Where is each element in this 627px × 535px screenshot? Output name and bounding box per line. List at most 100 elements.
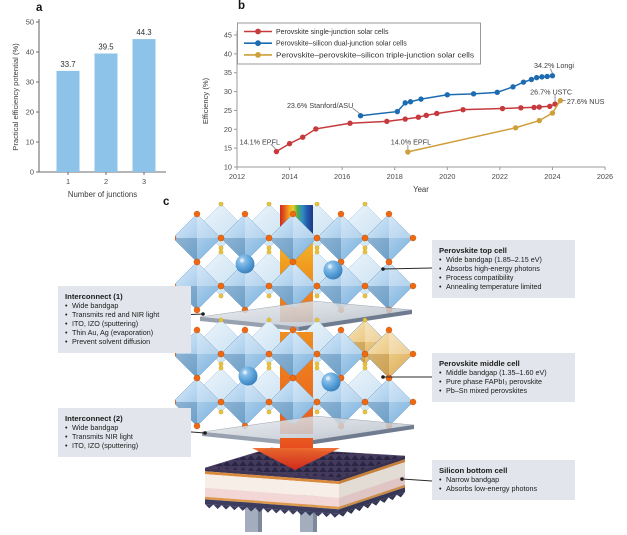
halide-site-dot: [313, 234, 321, 242]
data-point-marker: [407, 99, 414, 105]
dopant-site-dot: [266, 202, 272, 207]
data-point-marker: [499, 105, 506, 112]
halide-site-dot: [289, 210, 297, 218]
focused-light-cone: [252, 448, 340, 470]
data-point-marker: [557, 97, 564, 104]
data-point-marker: [552, 101, 558, 107]
x-axis-title: Number of junctions: [68, 190, 137, 199]
data-point-marker: [384, 118, 390, 125]
annotation-label: 26.7% USTC: [530, 87, 572, 96]
dopant-site-dot: [218, 293, 224, 299]
halide-site-dot: [313, 398, 321, 406]
data-point-marker: [402, 116, 408, 122]
dopant-site-dot: [218, 249, 224, 255]
halide-site-dot: [337, 210, 345, 218]
data-point-marker: [402, 100, 408, 106]
octahedron-highlight: [389, 262, 413, 286]
bullet-item: Pure phase FAPbI₃ perovskite: [439, 377, 569, 387]
x-axis-title: Year: [413, 185, 429, 194]
octahedron-highlight: [197, 378, 221, 402]
octahedron-highlight: [341, 330, 365, 354]
slab-right-edge: [301, 425, 414, 446]
bullet-item: ITO, IZO (sputtering): [65, 319, 185, 329]
dopant-site-dot: [266, 245, 272, 251]
slab-front-edge: [202, 432, 301, 446]
legend-swatch-marker: [255, 52, 261, 58]
silicon-right-shade: [339, 456, 405, 514]
silicon-layer: [339, 484, 405, 510]
data-point-marker: [418, 96, 424, 102]
data-point-marker: [394, 108, 401, 115]
octahedron-shade: [365, 402, 389, 426]
dopant-site-dot: [314, 365, 320, 371]
data-point-marker: [444, 92, 450, 98]
dopant-site-dot: [362, 365, 368, 371]
dopant-site-dot: [314, 245, 320, 251]
halide-site-dot: [265, 234, 273, 242]
octahedron-shade: [269, 238, 293, 262]
data-point-marker: [470, 91, 477, 97]
data-point-marker: [415, 114, 422, 120]
halide-site-dot: [217, 350, 225, 358]
data-point-marker: [286, 140, 293, 147]
data-point-marker: [536, 104, 542, 110]
sphere-highlight: [325, 376, 331, 381]
a-site-cation-sphere: [323, 260, 343, 280]
data-point-marker: [300, 134, 306, 140]
bullet-item: Narrow bandgap: [439, 475, 569, 485]
dopant-site-dot: [266, 249, 272, 255]
halide-site-dot: [217, 282, 225, 290]
halide-site-dot: [361, 350, 369, 358]
a-site-cation-sphere: [321, 372, 341, 392]
bar-value-label: 33.7: [60, 60, 75, 69]
data-point-marker: [531, 104, 537, 111]
halide-site-dot: [175, 399, 177, 405]
data-point-marker: [528, 76, 535, 83]
halide-site-dot: [385, 374, 393, 382]
halide-site-dot: [193, 374, 201, 382]
dopant-site-dot: [314, 409, 320, 415]
data-point-marker: [405, 149, 411, 155]
octahedron-highlight: [197, 262, 221, 286]
y-tick-label: 40: [26, 48, 34, 57]
halide-site-dot: [409, 350, 417, 358]
dopant-site-dot: [218, 365, 224, 371]
bar-chart-practical-efficiency: 0 10 20 30 40 50 Practical efficiency potentia…: [11, 18, 166, 199]
perovskite-middle-cell-box: Perovskite middle cell Middle bandgap (1…: [432, 353, 575, 402]
data-point-marker: [520, 79, 527, 85]
octahedron-shade: [175, 354, 197, 378]
y-tick-label: 30: [224, 87, 232, 96]
bar: [94, 53, 118, 172]
octahedron-shade: [221, 354, 245, 378]
interconnect-slab-2: [201, 415, 415, 446]
halide-site-dot: [175, 351, 177, 357]
x-tick-label: 3: [142, 177, 146, 186]
panel-b-label: b: [238, 0, 246, 12]
x-tick-label: 2026: [597, 172, 613, 181]
x-tick-label: 2014: [281, 172, 297, 181]
perovskite-top-cell-bullets: Wide bandgap (1.85–2.15 eV)Absorbs high-…: [439, 255, 569, 292]
sphere-highlight: [242, 370, 248, 375]
dopant-site-dot: [362, 293, 368, 299]
halide-site-dot: [193, 210, 201, 218]
dopant-site-dot: [266, 317, 272, 323]
silicon-layer: [205, 471, 339, 485]
sphere-highlight: [239, 258, 245, 263]
x-tick-label: 2012: [229, 172, 245, 181]
perovskite-middle-cell-bullets: Middle bandgap (1.35–1.60 eV)Pure phase …: [439, 368, 569, 396]
octahedron-shade: [269, 354, 293, 378]
halide-site-dot: [241, 210, 249, 218]
dopant-site-dot: [362, 249, 368, 255]
data-point-marker: [547, 103, 553, 109]
dopant-site-dot: [362, 245, 368, 251]
interconnect-slab-1: [199, 300, 413, 331]
silicon-texture-teeth: [339, 492, 405, 517]
light-beam-lower: [280, 438, 313, 450]
perovskite-top-cell-title: Perovskite top cell: [439, 246, 507, 255]
bar-value-label: 39.5: [98, 43, 114, 52]
annotation-leader: [270, 143, 277, 150]
octahedron-highlight: [293, 330, 317, 354]
bullet-item: Absorbs low-energy photons: [439, 484, 569, 494]
halide-site-dot: [409, 282, 417, 290]
halide-site-dot: [385, 258, 393, 266]
